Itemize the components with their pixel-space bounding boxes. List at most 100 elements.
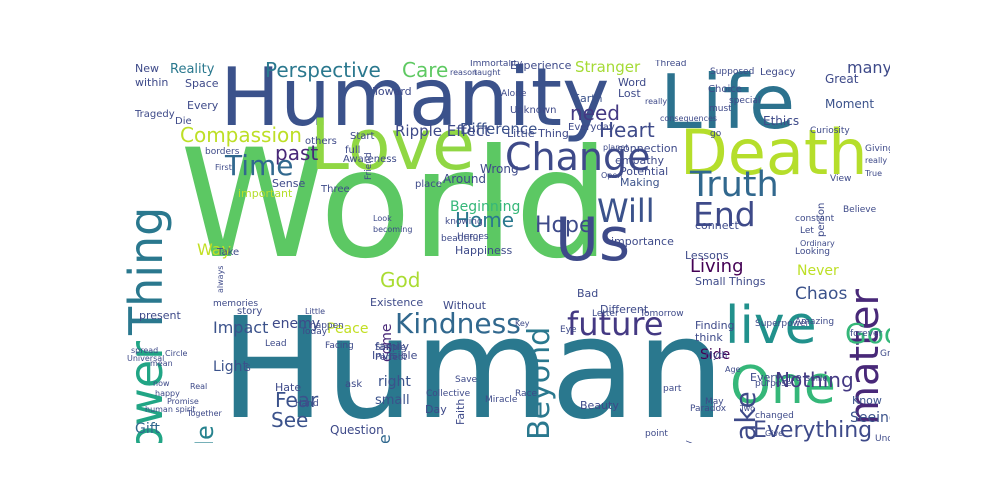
word-ask: ask — [345, 379, 363, 390]
word-life: Life — [660, 60, 796, 146]
word-point: point — [645, 429, 668, 439]
word-open: Open — [601, 171, 623, 180]
word-look: Look — [373, 214, 392, 223]
word-together: Together — [187, 409, 222, 418]
word-true: True — [865, 169, 882, 178]
word-connection: connection — [617, 142, 678, 155]
word-planet: planet — [603, 143, 629, 152]
word-borders: borders — [205, 147, 240, 157]
word-know: Know — [852, 394, 882, 407]
word-consequences: consequences — [660, 114, 718, 123]
word-without: Without — [443, 299, 486, 312]
word-happiness: Happiness — [455, 244, 513, 257]
word-past: past — [275, 141, 319, 165]
word-question: Question — [330, 423, 384, 437]
word-myth: Myth — [705, 351, 728, 361]
word-change: Change — [505, 135, 651, 179]
word-time: Time — [225, 149, 294, 182]
word-facing: Facing — [325, 341, 354, 351]
word-constant: constant — [795, 214, 835, 224]
word-legacy: Legacy — [760, 67, 796, 78]
word-light: Light — [213, 359, 248, 375]
word-three: Three — [321, 184, 350, 195]
word-never: Never — [797, 263, 839, 279]
word-amazing: Amazing — [795, 317, 835, 327]
word-little: Little — [305, 307, 326, 316]
word-two: Two — [740, 404, 755, 413]
word-lead: Lead — [265, 339, 287, 349]
word-place: place — [415, 179, 442, 190]
word-reality: Reality — [170, 62, 215, 77]
word-will: Will — [597, 192, 655, 230]
word-memories: memories — [213, 299, 259, 309]
word-supposed: Supposed — [710, 67, 755, 77]
word-word: Word — [618, 76, 647, 89]
word-gift: Gift — [135, 421, 160, 437]
word-s: S — [245, 364, 251, 374]
word-believe: Believe — [843, 205, 877, 215]
word-others: others — [305, 136, 337, 147]
word-moment: Moment — [825, 97, 875, 111]
word-hand: Hand — [295, 399, 319, 409]
word-greatest: Greatest — [880, 349, 890, 359]
word-small-things: Small Things — [695, 275, 766, 288]
word-kindness: Kindness — [395, 307, 521, 340]
word-world: World — [180, 118, 610, 292]
word-let: Let — [800, 226, 814, 236]
word-thread: Thread — [655, 60, 687, 69]
word-collective: Collective — [426, 389, 471, 399]
word-view: View — [830, 174, 852, 184]
word-knowing: knowing — [445, 217, 483, 227]
word-fear: Fear — [275, 388, 319, 412]
word-day: Day — [425, 403, 447, 416]
word-happy: happy — [155, 389, 180, 398]
word-future: future — [567, 305, 664, 343]
word-now: now — [153, 379, 170, 388]
word-chaos: Chaos — [795, 284, 848, 304]
word-give: Give — [765, 429, 784, 438]
word-existence: Existence — [370, 296, 424, 309]
word-universal: Universal — [127, 354, 165, 363]
word-looking: Looking — [795, 247, 830, 257]
word-beautiful: beautiful — [441, 234, 481, 244]
word-hate: Hate — [275, 381, 302, 394]
word-experience: Experience — [510, 60, 572, 72]
word-understanding: Understanding — [875, 434, 890, 444]
word-impact: Impact — [213, 318, 269, 337]
word-ripple-effect: Ripple Effect — [395, 122, 490, 140]
word-giving: Giving — [865, 144, 890, 154]
word-mean: mean — [150, 359, 173, 368]
word-ordinary: Ordinary — [800, 239, 835, 248]
word-miracle: Miracle — [485, 395, 518, 405]
word-seeing: Seeing — [850, 410, 890, 426]
word-beyond: Beyond — [522, 326, 557, 440]
word-paradox: Paradox — [690, 404, 727, 414]
word-everything: Everything — [753, 418, 873, 443]
word-always: always — [216, 265, 225, 293]
word-little-thing: Little Thing — [507, 127, 569, 140]
word-new: New — [135, 62, 159, 75]
word-key: Key — [515, 319, 530, 328]
word-go: go — [710, 129, 722, 139]
word-lost: Lost — [618, 87, 641, 100]
word-right: right — [378, 374, 411, 390]
word-truth: Truth — [690, 165, 779, 205]
word-ethics: Ethics — [763, 114, 800, 128]
word-making: Making — [620, 176, 660, 189]
word-family: family — [375, 340, 409, 353]
word-perfect: Perfect — [375, 353, 407, 363]
word-start: Start — [350, 131, 375, 142]
word-first: First — [215, 163, 232, 172]
word-sense: Sense — [272, 177, 306, 190]
word-immortality: Immortality — [470, 60, 523, 69]
word-smile: Smile — [805, 374, 828, 383]
word-really: really — [645, 97, 668, 106]
word-perspective: Perspective — [265, 60, 381, 82]
word-finding: Finding — [695, 319, 735, 332]
word-tragedy: Tragedy — [135, 109, 175, 120]
word-good: Good — [845, 317, 890, 350]
word-faith: Faith — [454, 398, 467, 425]
word-many: many — [847, 60, 890, 77]
word-happen: happen — [310, 321, 344, 331]
word-space: Space — [185, 77, 219, 90]
